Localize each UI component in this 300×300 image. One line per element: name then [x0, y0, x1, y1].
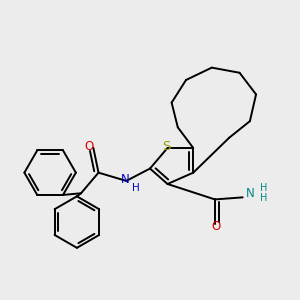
- Text: N: N: [121, 173, 130, 186]
- Text: O: O: [211, 220, 220, 233]
- Text: H: H: [260, 194, 267, 203]
- Text: N: N: [245, 187, 254, 200]
- Text: S: S: [162, 140, 171, 153]
- Text: H: H: [132, 183, 140, 193]
- Text: H: H: [260, 183, 267, 193]
- Text: O: O: [85, 140, 94, 153]
